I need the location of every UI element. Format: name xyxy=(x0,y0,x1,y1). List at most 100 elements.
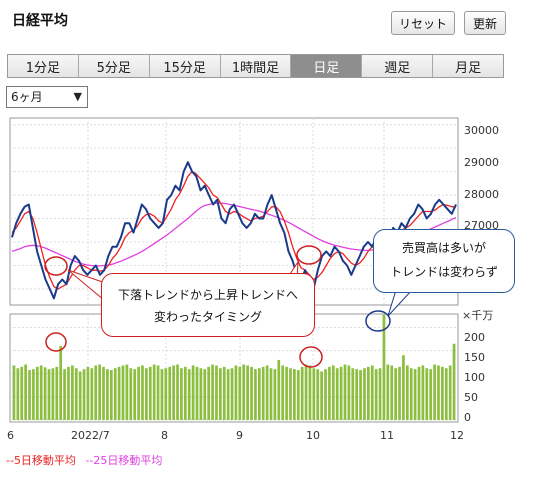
volume-bar xyxy=(378,368,382,420)
volume-bar xyxy=(398,366,401,420)
volume-bar xyxy=(328,366,331,420)
annotation-circle-bottom-2 xyxy=(296,245,322,265)
volume-bar xyxy=(106,369,109,420)
tab-15min[interactable]: 15分足 xyxy=(149,55,221,77)
volume-bar xyxy=(300,366,304,420)
volume-bar xyxy=(257,368,261,420)
volume-bar xyxy=(269,368,273,420)
price-tick: 30000 xyxy=(464,124,499,137)
volume-bar xyxy=(331,365,335,420)
volume-callout: 売買高は多いが トレンドは変わらず xyxy=(373,229,515,293)
tab-1min[interactable]: 1分足 xyxy=(8,55,79,77)
volume-bar xyxy=(296,370,300,420)
price-tick: 29000 xyxy=(464,156,499,169)
volume-bar xyxy=(390,365,394,420)
volume-bar xyxy=(71,365,74,420)
volume-bar xyxy=(86,366,90,420)
volume-bar xyxy=(59,346,63,420)
volume-bar xyxy=(238,366,242,420)
volume-bar xyxy=(273,369,277,420)
x-tick: 8 xyxy=(161,429,168,442)
volume-bar xyxy=(113,368,117,420)
volume-bar xyxy=(254,369,257,420)
volume-bar xyxy=(121,365,125,420)
volume-bar xyxy=(35,366,39,420)
tab-weekly[interactable]: 週足 xyxy=(362,55,434,77)
volume-bar xyxy=(67,366,70,420)
volume-bar xyxy=(359,370,362,420)
price-tick: 27000 xyxy=(464,219,499,232)
page-title: 日経平均 xyxy=(12,13,68,29)
period-select-value: 6ヶ月 xyxy=(11,90,43,104)
volume-bar xyxy=(74,368,78,420)
volume-bar xyxy=(129,368,133,420)
tab-5min[interactable]: 5分足 xyxy=(78,55,150,77)
chevron-down-icon: ▼ xyxy=(73,90,82,103)
volume-bar xyxy=(51,368,55,420)
callout-line: 売買高は多いが xyxy=(401,241,486,255)
volume-bar xyxy=(90,368,94,420)
volume-bar xyxy=(417,366,421,420)
volume-bar xyxy=(94,365,98,420)
volume-bar xyxy=(234,365,238,420)
x-tick: 6 xyxy=(7,429,14,442)
volume-bar xyxy=(429,369,433,420)
callout-line: 変わったタイミング xyxy=(153,310,262,324)
volume-bar xyxy=(168,366,172,420)
volume-unit-label: ×千万 xyxy=(462,309,493,322)
volume-bar xyxy=(191,365,195,420)
volume-bar xyxy=(343,364,347,420)
refresh-button[interactable]: 更新 xyxy=(464,11,506,35)
volume-bar xyxy=(308,365,312,420)
volume-bar xyxy=(219,368,222,420)
volume-bar xyxy=(109,370,113,420)
volume-bar xyxy=(152,364,156,420)
volume-bar xyxy=(355,369,359,420)
volume-tick: 150 xyxy=(464,351,485,364)
volume-bar xyxy=(448,365,452,420)
volume-bar xyxy=(172,365,175,420)
legend-ma5: --5日移動平均 xyxy=(6,454,76,467)
volume-bar xyxy=(444,368,448,420)
volume-bar xyxy=(370,365,374,420)
volume-bar xyxy=(285,366,288,420)
tab-1hour[interactable]: 1時間足 xyxy=(220,55,292,77)
volume-bar xyxy=(145,368,148,420)
reset-button[interactable]: リセット xyxy=(391,11,455,35)
volume-bar xyxy=(335,368,339,420)
volume-bar xyxy=(12,365,16,420)
volume-bar xyxy=(246,365,249,420)
volume-bar xyxy=(316,369,320,420)
volume-bar xyxy=(304,364,308,420)
volume-bar xyxy=(289,368,292,420)
annotation-circle-bottom-1 xyxy=(44,256,68,276)
volume-bar xyxy=(148,366,152,420)
volume-bar xyxy=(320,371,323,420)
volume-bar xyxy=(312,368,316,420)
volume-bar xyxy=(222,366,226,420)
volume-bar xyxy=(452,343,456,420)
x-tick: 9 xyxy=(236,429,243,442)
volume-bar xyxy=(413,369,417,420)
volume-bar xyxy=(293,369,296,420)
tab-monthly[interactable]: 月足 xyxy=(433,55,504,77)
volume-bar xyxy=(156,365,160,420)
volume-bar xyxy=(207,366,211,420)
volume-tick: 200 xyxy=(464,331,485,344)
volume-bar xyxy=(164,368,168,420)
volume-bar xyxy=(374,369,378,420)
volume-bar xyxy=(187,369,191,420)
volume-bar xyxy=(230,368,234,420)
volume-bar xyxy=(160,369,164,420)
volume-bar xyxy=(281,365,285,420)
volume-bar xyxy=(351,368,355,420)
volume-bar xyxy=(226,369,230,420)
period-select[interactable]: 6ヶ月 ▼ xyxy=(6,86,88,108)
tab-daily[interactable]: 日足 xyxy=(291,55,363,77)
volume-bar xyxy=(394,368,397,420)
volume-bar xyxy=(402,355,405,420)
volume-bar xyxy=(47,369,51,420)
chart-legend: --5日移動平均 --25日移動平均 xyxy=(6,452,162,468)
volume-bar xyxy=(32,369,35,420)
volume-bar xyxy=(183,366,187,420)
